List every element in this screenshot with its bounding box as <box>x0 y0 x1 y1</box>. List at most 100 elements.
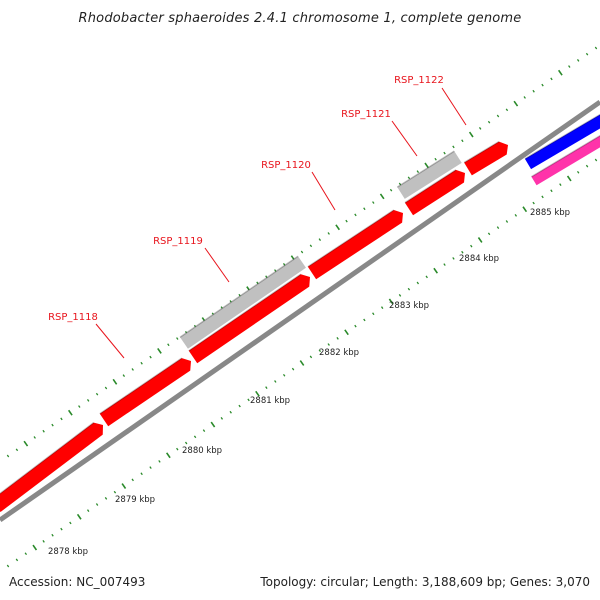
inner-minor-tick <box>60 527 63 531</box>
inner-minor-tick <box>51 533 54 537</box>
outer-minor-tick <box>443 151 446 155</box>
inner-minor-tick <box>514 214 518 217</box>
inner-minor-tick <box>363 318 366 322</box>
outer-minor-tick <box>532 89 535 93</box>
outer-tick-ring <box>6 46 598 458</box>
leader-line <box>311 171 336 211</box>
gene-arrow-rsp-1121-shade <box>404 169 457 204</box>
inner-minor-tick <box>193 435 197 439</box>
inner-minor-tick <box>541 195 544 199</box>
outer-minor-tick <box>104 386 108 390</box>
inner-minor-tick <box>487 232 491 236</box>
outer-minor-tick <box>149 355 152 359</box>
gray-feature-2 <box>397 151 462 199</box>
outer-major-tick <box>112 378 118 385</box>
outer-minor-tick <box>398 182 402 186</box>
feature-track <box>179 150 462 349</box>
inner-minor-tick <box>274 380 277 383</box>
outer-minor-tick <box>372 201 375 204</box>
inner-major-tick <box>344 329 349 336</box>
outer-minor-tick <box>461 139 464 143</box>
inner-minor-tick <box>380 306 384 309</box>
outer-major-tick <box>335 224 341 231</box>
outer-minor-tick <box>238 293 241 297</box>
inner-minor-tick <box>69 521 72 525</box>
magenta-feature-shade <box>531 134 600 178</box>
inner-minor-tick <box>505 220 509 223</box>
gene-arrow-rsp-1118 <box>99 358 191 427</box>
inner-minor-tick <box>131 478 134 482</box>
outer-minor-tick <box>496 114 500 118</box>
outer-major-tick <box>513 100 519 107</box>
inner-minor-tick <box>229 410 232 414</box>
outer-minor-tick <box>274 269 277 272</box>
outer-minor-tick <box>229 300 232 303</box>
outer-minor-tick <box>363 207 366 211</box>
gene-arrow-rsp-1120-shade <box>307 209 395 268</box>
leader-line <box>391 120 418 157</box>
inner-minor-tick <box>550 189 553 193</box>
inner-minor-tick <box>176 447 179 451</box>
inner-minor-tick <box>24 552 28 556</box>
leader-line <box>204 247 230 283</box>
outer-minor-tick <box>318 238 322 241</box>
outer-minor-tick <box>389 188 393 192</box>
gene-arrow-rsp-1119-shade <box>188 273 302 352</box>
outer-minor-tick <box>478 127 482 130</box>
inner-major-tick <box>388 298 394 305</box>
inner-minor-tick <box>336 337 339 340</box>
inner-major-tick <box>210 421 216 428</box>
inner-minor-tick <box>265 386 268 389</box>
inner-minor-tick <box>327 343 330 346</box>
inner-minor-tick <box>184 441 188 445</box>
outer-minor-tick <box>15 448 19 452</box>
outer-minor-tick <box>86 399 90 402</box>
outer-minor-tick <box>131 368 134 371</box>
inner-minor-tick <box>496 226 500 230</box>
inner-minor-tick <box>398 293 402 297</box>
inner-major-tick <box>255 390 260 397</box>
gene-label-rsp-1119[interactable]: RSP_1119 <box>153 236 203 247</box>
outer-minor-tick <box>487 120 491 124</box>
inner-minor-tick <box>443 263 446 266</box>
inner-minor-tick <box>104 496 108 500</box>
scale-label-2885: 2885 kbp <box>530 208 570 218</box>
outer-minor-tick <box>585 52 589 56</box>
outer-minor-tick <box>95 392 99 396</box>
gene-label-rsp-1118[interactable]: RSP_1118 <box>48 312 98 323</box>
outer-minor-tick <box>33 436 36 439</box>
scale-label-2878: 2878 kbp <box>48 547 88 557</box>
gene-label-rsp-1122[interactable]: RSP_1122 <box>394 75 444 86</box>
outer-minor-tick <box>407 176 411 180</box>
blue-feature <box>524 114 600 170</box>
inner-minor-tick <box>6 564 10 568</box>
scale-label-2879: 2879 kbp <box>115 495 155 505</box>
scale-label-2881: 2881 kbp <box>250 396 290 406</box>
genome-summary-text: Topology: circular; Length: 3,188,609 bp… <box>260 575 590 589</box>
gene-arrow-rsp-1122-shade <box>463 141 500 164</box>
gene-label-rsp-1120[interactable]: RSP_1120 <box>261 160 311 171</box>
inner-minor-tick <box>140 472 143 476</box>
outer-major-tick <box>424 162 430 169</box>
leader-line <box>441 87 467 126</box>
leader-line <box>95 323 125 359</box>
outer-minor-tick <box>594 46 598 50</box>
scale-label-2883: 2883 kbp <box>389 301 429 311</box>
inner-minor-tick <box>532 201 535 205</box>
inner-minor-tick <box>291 367 295 371</box>
inner-minor-tick <box>149 466 152 469</box>
inner-minor-tick <box>461 250 464 254</box>
outer-minor-tick <box>42 429 45 433</box>
outer-major-tick <box>557 69 563 76</box>
inner-minor-tick <box>559 183 562 186</box>
inner-minor-tick <box>238 404 241 408</box>
gene-track <box>0 113 600 512</box>
outer-minor-tick <box>256 281 259 285</box>
inner-minor-tick <box>425 275 428 279</box>
outer-minor-tick <box>60 417 63 421</box>
inner-minor-tick <box>113 490 117 494</box>
scale-label-2882: 2882 kbp <box>319 348 359 358</box>
gene-label-rsp-1121[interactable]: RSP_1121 <box>341 109 391 120</box>
gray-feature-1 <box>180 256 306 349</box>
scale-label-2884: 2884 kbp <box>459 254 499 264</box>
